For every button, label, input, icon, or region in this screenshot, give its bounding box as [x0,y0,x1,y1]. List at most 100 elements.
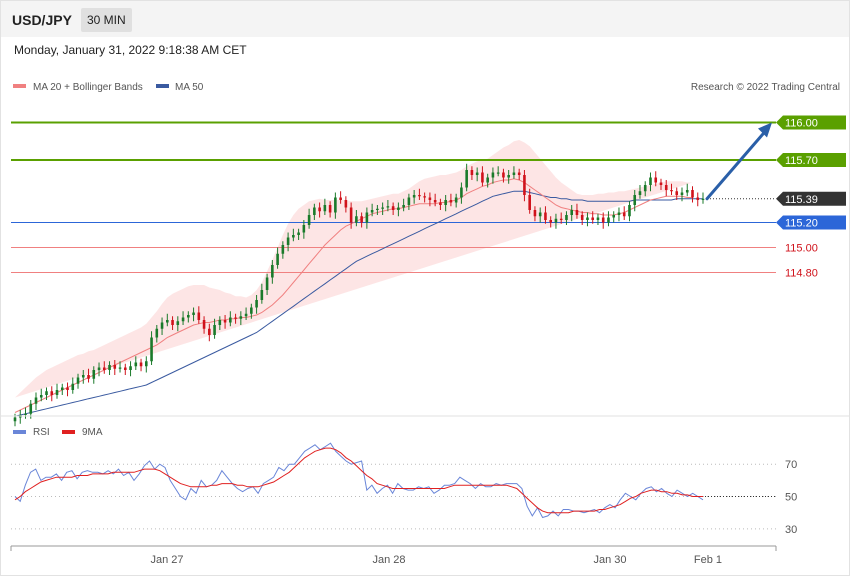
candle-body [139,362,143,367]
candle-body [244,313,248,317]
x-tick-label: Jan 28 [372,554,405,566]
candle-body [102,367,106,370]
candle-body [92,370,96,379]
ma50-line [14,190,703,417]
candle-body [355,216,358,223]
candle-body [565,215,568,220]
candle-body [176,321,180,325]
candle-body [239,316,243,319]
candle-body [223,320,227,323]
candle-body [50,391,54,395]
candle-body [76,377,80,384]
candle-body [265,277,269,290]
candle-body [559,218,563,220]
candle-body [39,395,43,398]
candle-body [328,205,332,213]
forecast-arrow-head [758,122,772,138]
candle-body [481,172,484,183]
rsi-legend-label: RSI [33,427,50,438]
level-label-116-00: 116.00 [785,118,818,130]
candle-body [533,210,537,217]
candle-body [412,195,416,198]
candle-body [449,200,453,203]
candle-body [418,195,421,197]
candle-body [507,175,510,178]
rsi-tick-label-70: 70 [785,459,797,471]
candle-body [113,365,117,369]
candle-body [659,182,663,185]
level-label-114-80: 114.80 [785,268,818,280]
x-tick-label: Jan 27 [150,554,183,566]
copyright-label: Research © 2022 Trading Central [691,82,840,93]
candle-body [360,216,363,223]
candle-body [617,212,621,215]
candle-body [229,317,232,323]
level-tag-115-70 [776,153,846,167]
candle-body [166,320,169,323]
candle-body [334,197,337,213]
candle-body [460,187,463,198]
candle-body [528,195,531,210]
candle-body [654,177,658,183]
ma20-legend-swatch [13,84,26,88]
candle-body [129,366,132,370]
candle-body [160,322,164,329]
candle-body [271,265,274,278]
candle-body [586,217,589,220]
level-label-115-00: 115.00 [785,243,818,255]
candle-body [591,217,595,220]
level-tag-115-20 [776,215,846,230]
candle-body [607,217,610,223]
candle-body [250,307,253,314]
candle-body [701,198,705,200]
x-tick-label: Jan 30 [593,554,626,566]
candle-body [323,205,327,212]
candle-body [202,320,206,329]
candle-body [318,207,321,212]
candle-body [512,172,516,175]
candle-body [612,215,616,218]
candle-body [118,367,122,369]
candle-body [13,417,17,422]
candle-body [397,207,400,210]
candle-body [349,207,353,223]
candle-body [670,190,673,192]
candle-body [55,390,59,395]
candle-body [554,218,558,223]
candle-body [171,320,174,325]
candle-body [423,196,426,198]
candle-body [234,317,237,319]
candle-body [475,172,479,175]
candle-body [255,300,258,308]
candle-body [638,191,642,195]
rsi-ma-legend-swatch [62,430,75,434]
candle-body [696,197,700,200]
candle-body [134,362,138,367]
candle-body [281,245,285,254]
candle-body [123,367,127,370]
candle-body [433,200,437,203]
candle-body [381,207,384,209]
timeframe-button[interactable]: 30 MIN [81,8,132,32]
candle-body [596,217,600,220]
level-label-115-20: 115.20 [785,218,818,230]
candle-body [486,177,489,183]
candle-body [549,220,552,223]
candle-body [391,206,395,210]
candle-body [622,212,626,217]
candle-body [643,185,647,192]
candle-body [523,175,526,195]
candle-body [150,337,153,362]
candle-body [685,190,689,193]
x-axis: Jan 27 Jan 28 Jan 30 Feb 1 [150,554,722,566]
candle-body [29,403,33,414]
candle-body [60,387,64,390]
candle-body [307,215,311,225]
candle-body [544,212,547,220]
candle-body [24,413,27,415]
candle-body [260,290,264,300]
candle-body [386,206,390,208]
candle-body [286,237,290,245]
rsi-legend-swatch [13,430,26,434]
